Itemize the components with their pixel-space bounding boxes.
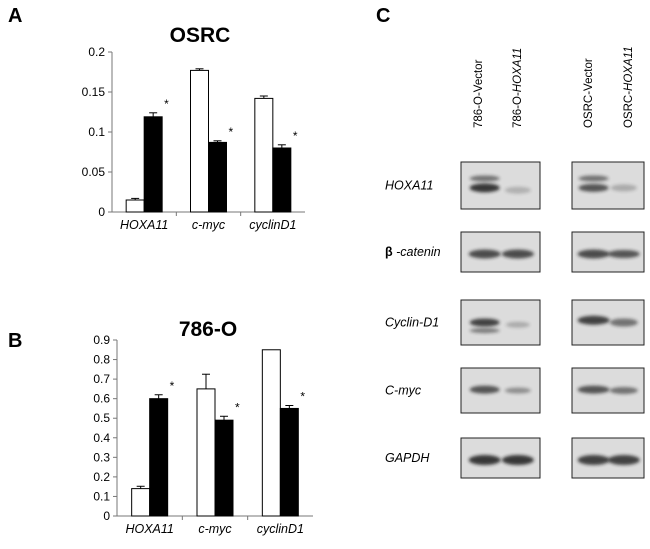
osrc-category-label: c-myc [192, 218, 226, 232]
blot-band [607, 250, 640, 258]
blot-lane-name: Vector [473, 59, 485, 92]
osrc-category-label: cyclinD1 [249, 218, 296, 232]
osrc-bar-vector [125, 199, 145, 213]
chart-786o: 786-O 0 0.1 0.2 0.3 0.4 0.5 0.6 0.7 0.8 0.9 HOXA11… [93, 318, 313, 536]
blot-lane-label: 786-O-Vector [473, 59, 485, 128]
c786o-bar-overexpression [149, 398, 169, 517]
osrc-y-tick-label: 0.05 [82, 165, 106, 179]
osrc-y-tick-label: 0.15 [82, 85, 106, 99]
c786o-y-tick-label: 0.9 [93, 333, 110, 347]
blot-lane-prefix: OSRC- [583, 91, 595, 128]
osrc-bar-overexpression [272, 147, 292, 213]
osrc-category-label: HOXA11 [120, 218, 168, 232]
chart-osrc: OSRC 0 0.05 0.1 0.15 0.2 HOXA11 * c-myc * cyclinD… [82, 24, 305, 232]
blot-lane-name: Vector [583, 58, 595, 91]
c786o-y-tick-label: 0.1 [93, 489, 110, 503]
blot-lane-prefix: OSRC- [623, 91, 635, 128]
blot-band [609, 387, 638, 394]
chart-osrc-title: OSRC [170, 24, 231, 47]
c786o-y-tick-label: 0.2 [93, 470, 110, 484]
c786o-bar-vector [196, 388, 216, 517]
blot-lane-label: 786-O-HOXA11 [512, 48, 524, 128]
blot-row-label-text: GAPDH [385, 451, 430, 465]
blot-lane-prefix: 786-O- [512, 92, 524, 128]
c786o-y-tick-label: 0.5 [93, 411, 110, 425]
panel-letter-b: B [8, 330, 22, 352]
osrc-y-tick-label: 0.2 [88, 45, 105, 59]
blot-band [578, 175, 609, 182]
blot-band [577, 249, 610, 259]
c786o-y-tick-label: 0.7 [93, 372, 110, 386]
blot-band [468, 249, 501, 259]
c786o-significance-star: * [300, 390, 305, 404]
osrc-bar-vector [190, 69, 209, 213]
c786o-y-tick-label: 0 [103, 509, 110, 523]
blot-row-label: Cyclin-D1 [385, 316, 439, 330]
c786o-category-label: HOXA11 [125, 522, 173, 536]
blot-band [609, 318, 638, 327]
blot-row-label-text: Cyclin-D1 [385, 316, 439, 330]
c786o-bar-vector [261, 349, 281, 517]
blot-band [504, 186, 531, 194]
blot-beta-symbol: β [385, 245, 396, 259]
blot-band [504, 387, 531, 394]
chart-786o-title: 786-O [179, 318, 237, 341]
blot-band [468, 455, 501, 465]
blot-band [610, 184, 637, 192]
blot-band [578, 183, 609, 192]
osrc-significance-star: * [229, 125, 234, 139]
blot-band [469, 328, 500, 334]
osrc-significance-star: * [164, 97, 169, 111]
blot-row-label: GAPDH [385, 451, 430, 465]
c786o-y-tick-label: 0.8 [93, 353, 110, 367]
blot-row-label: β -catenin [385, 245, 441, 259]
blot-row-label-text: C-myc [385, 384, 422, 398]
blot-band [607, 455, 640, 465]
blot-lane-label: OSRC-Vector [583, 58, 595, 128]
c786o-significance-star: * [170, 379, 175, 393]
osrc-significance-star: * [293, 129, 298, 143]
c786o-bar-overexpression [214, 419, 234, 517]
c786o-y-tick-label: 0.3 [93, 450, 110, 464]
blot-lane-prefix: 786-O- [473, 92, 485, 128]
blot-row-label-text: HOXA11 [385, 179, 433, 193]
c786o-y-tick-label: 0.6 [93, 392, 110, 406]
c786o-bar-vector [131, 488, 151, 517]
osrc-bar-overexpression [208, 141, 227, 213]
c786o-category-label: c-myc [198, 522, 232, 536]
osrc-y-tick-label: 0 [98, 205, 105, 219]
blot-band [577, 455, 610, 465]
c786o-significance-star: * [235, 400, 240, 414]
osrc-bar-vector [254, 97, 274, 213]
panel-letter-a: A [8, 5, 22, 27]
c786o-bar-overexpression [279, 407, 299, 517]
osrc-y-tick-label: 0.1 [88, 125, 105, 139]
blot-band [469, 183, 500, 193]
blot-band [505, 321, 530, 328]
blot-lane-name: HOXA11 [623, 46, 635, 91]
blot-band [577, 315, 610, 325]
panel-letter-c: C [376, 5, 390, 27]
blot-lane-label: OSRC-HOXA11 [623, 46, 635, 128]
blot-band [501, 455, 534, 465]
blot-band [469, 318, 500, 327]
c786o-category-label: cyclinD1 [257, 522, 304, 536]
blot-band [469, 175, 500, 182]
blot-lane-name: HOXA11 [512, 48, 524, 93]
blot-band [577, 385, 610, 394]
blot-band [501, 249, 534, 259]
blot-band [469, 385, 500, 394]
blot-row-label: C-myc [385, 384, 422, 398]
c786o-y-tick-label: 0.4 [93, 431, 110, 445]
blot-row-label-text: -catenin [396, 245, 441, 259]
osrc-bar-overexpression [143, 116, 163, 213]
western-blot-panel: 786-O-Vector786-O-HOXA11OSRC-VectorOSRC-… [385, 46, 645, 479]
blot-row-label: HOXA11 [385, 179, 433, 193]
